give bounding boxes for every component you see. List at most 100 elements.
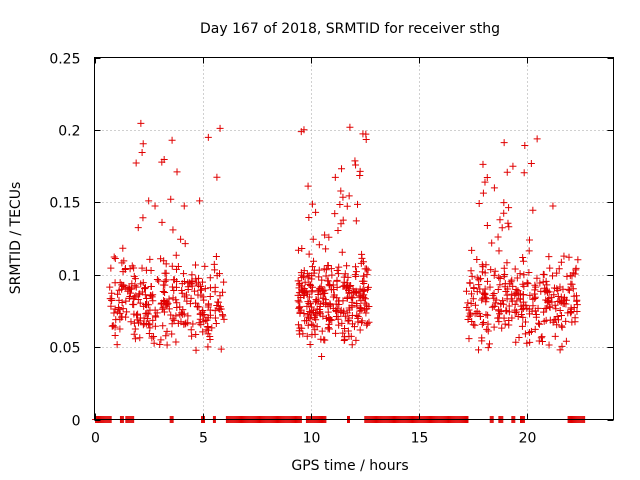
data-point [503,259,511,267]
data-point [525,268,533,276]
data-point [338,165,346,173]
data-point [500,139,508,147]
data-point [473,255,481,263]
data-point [557,258,565,266]
data-point [519,280,527,288]
data-point [354,314,362,322]
data-point [188,271,196,279]
data-point [220,315,228,323]
data-point [338,248,346,256]
data-point [357,297,365,305]
data-point [490,184,498,192]
data-point [513,308,521,316]
data-point [478,296,486,304]
data-point [494,314,502,322]
data-point [503,295,511,303]
data-point [167,195,175,203]
data-point [335,321,343,329]
data-point [178,289,186,297]
data-point [201,285,209,293]
data-point [311,330,319,338]
data-point [334,270,342,278]
data-point [106,283,114,291]
data-point [548,298,556,306]
data-point [183,291,191,299]
data-point [206,284,214,292]
data-point [481,269,489,277]
data-point [213,173,221,181]
data-point [169,315,177,323]
data-point [211,266,219,274]
data-point [479,189,487,197]
data-point [304,274,312,282]
data-point [490,302,498,310]
plot-frame [94,57,614,420]
data-point [305,250,313,258]
data-point [487,266,495,274]
data-point [511,300,519,308]
data-point [313,297,321,305]
data-point [553,269,561,277]
data-point [193,303,201,311]
data-point [201,262,209,270]
data-point [199,307,207,315]
data-point [341,325,349,333]
data-point [165,305,173,313]
data-point [363,320,371,328]
data-point [486,340,494,348]
data-point [107,302,115,310]
data-point [495,307,503,315]
data-point [347,332,355,340]
data-point [573,297,581,305]
data-point [111,331,119,339]
data-point [531,281,539,289]
data-point [206,274,214,282]
data-point [333,276,341,284]
data-point [473,288,481,296]
data-point [326,301,334,309]
data-point [356,285,364,293]
data-point [500,264,508,272]
data-point [141,291,149,299]
data-point [482,261,490,269]
data-point [488,239,496,247]
data-point [182,319,190,327]
data-point [562,337,570,345]
data-point [318,276,326,284]
data-point [152,313,160,321]
data-point [558,323,566,331]
data-point [197,291,205,299]
data-point [319,312,327,320]
data-point [565,286,573,294]
data-point [526,338,534,346]
data-point [545,288,553,296]
data-point [301,289,309,297]
data-point [473,274,481,282]
data-point [134,295,142,303]
data-point [297,269,305,277]
data-point [359,258,367,266]
data-point [478,334,486,342]
data-point [352,161,360,169]
data-point [498,324,506,332]
data-point [313,323,321,331]
data-point [344,273,352,281]
data-point [505,302,513,310]
data-point [198,308,206,316]
data-point [307,303,315,311]
data-point [322,245,330,253]
data-point [130,330,138,338]
data-point [352,217,360,225]
data-point [339,309,347,317]
data-point [343,293,351,301]
data-point [465,312,473,320]
data-point [467,311,475,319]
data-point [307,282,315,290]
data-point [125,284,133,292]
data-point [187,326,195,334]
data-point [294,277,302,285]
data-point [133,311,141,319]
data-point [479,289,487,297]
data-point [362,136,370,144]
data-point [122,297,130,305]
